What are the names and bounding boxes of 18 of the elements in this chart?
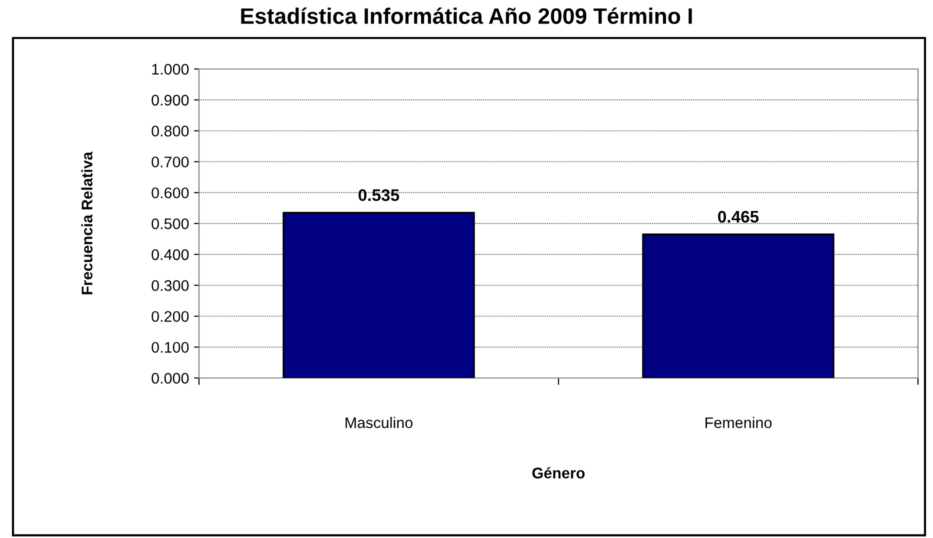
x-axis-title: Género: [532, 467, 585, 478]
y-tick-label: 0.400: [152, 249, 189, 260]
y-tick-label: 1.000: [152, 64, 189, 75]
y-tick-label: 0.700: [152, 156, 189, 168]
y-tick-label: 0.500: [152, 218, 189, 230]
y-axis-title: Frecuencia Relativa: [81, 152, 92, 294]
y-tick-label: 0.300: [152, 280, 189, 291]
chart-title: Estadística Informática Año 2009 Término I: [241, 7, 692, 24]
y-tick-label: 0.000: [152, 372, 189, 384]
data-label: 0.535: [358, 189, 400, 202]
y-tick-label: 0.200: [152, 311, 189, 322]
y-tick-label: 0.100: [152, 342, 189, 353]
y-tick-label: 0.600: [152, 187, 189, 198]
x-tick-label: Masculino: [346, 416, 412, 428]
y-tick-label: 0.800: [152, 126, 189, 136]
data-label: 0.465: [718, 210, 759, 223]
x-tick-label: Femenino: [706, 416, 772, 428]
y-tick-label: 0.900: [152, 94, 189, 106]
